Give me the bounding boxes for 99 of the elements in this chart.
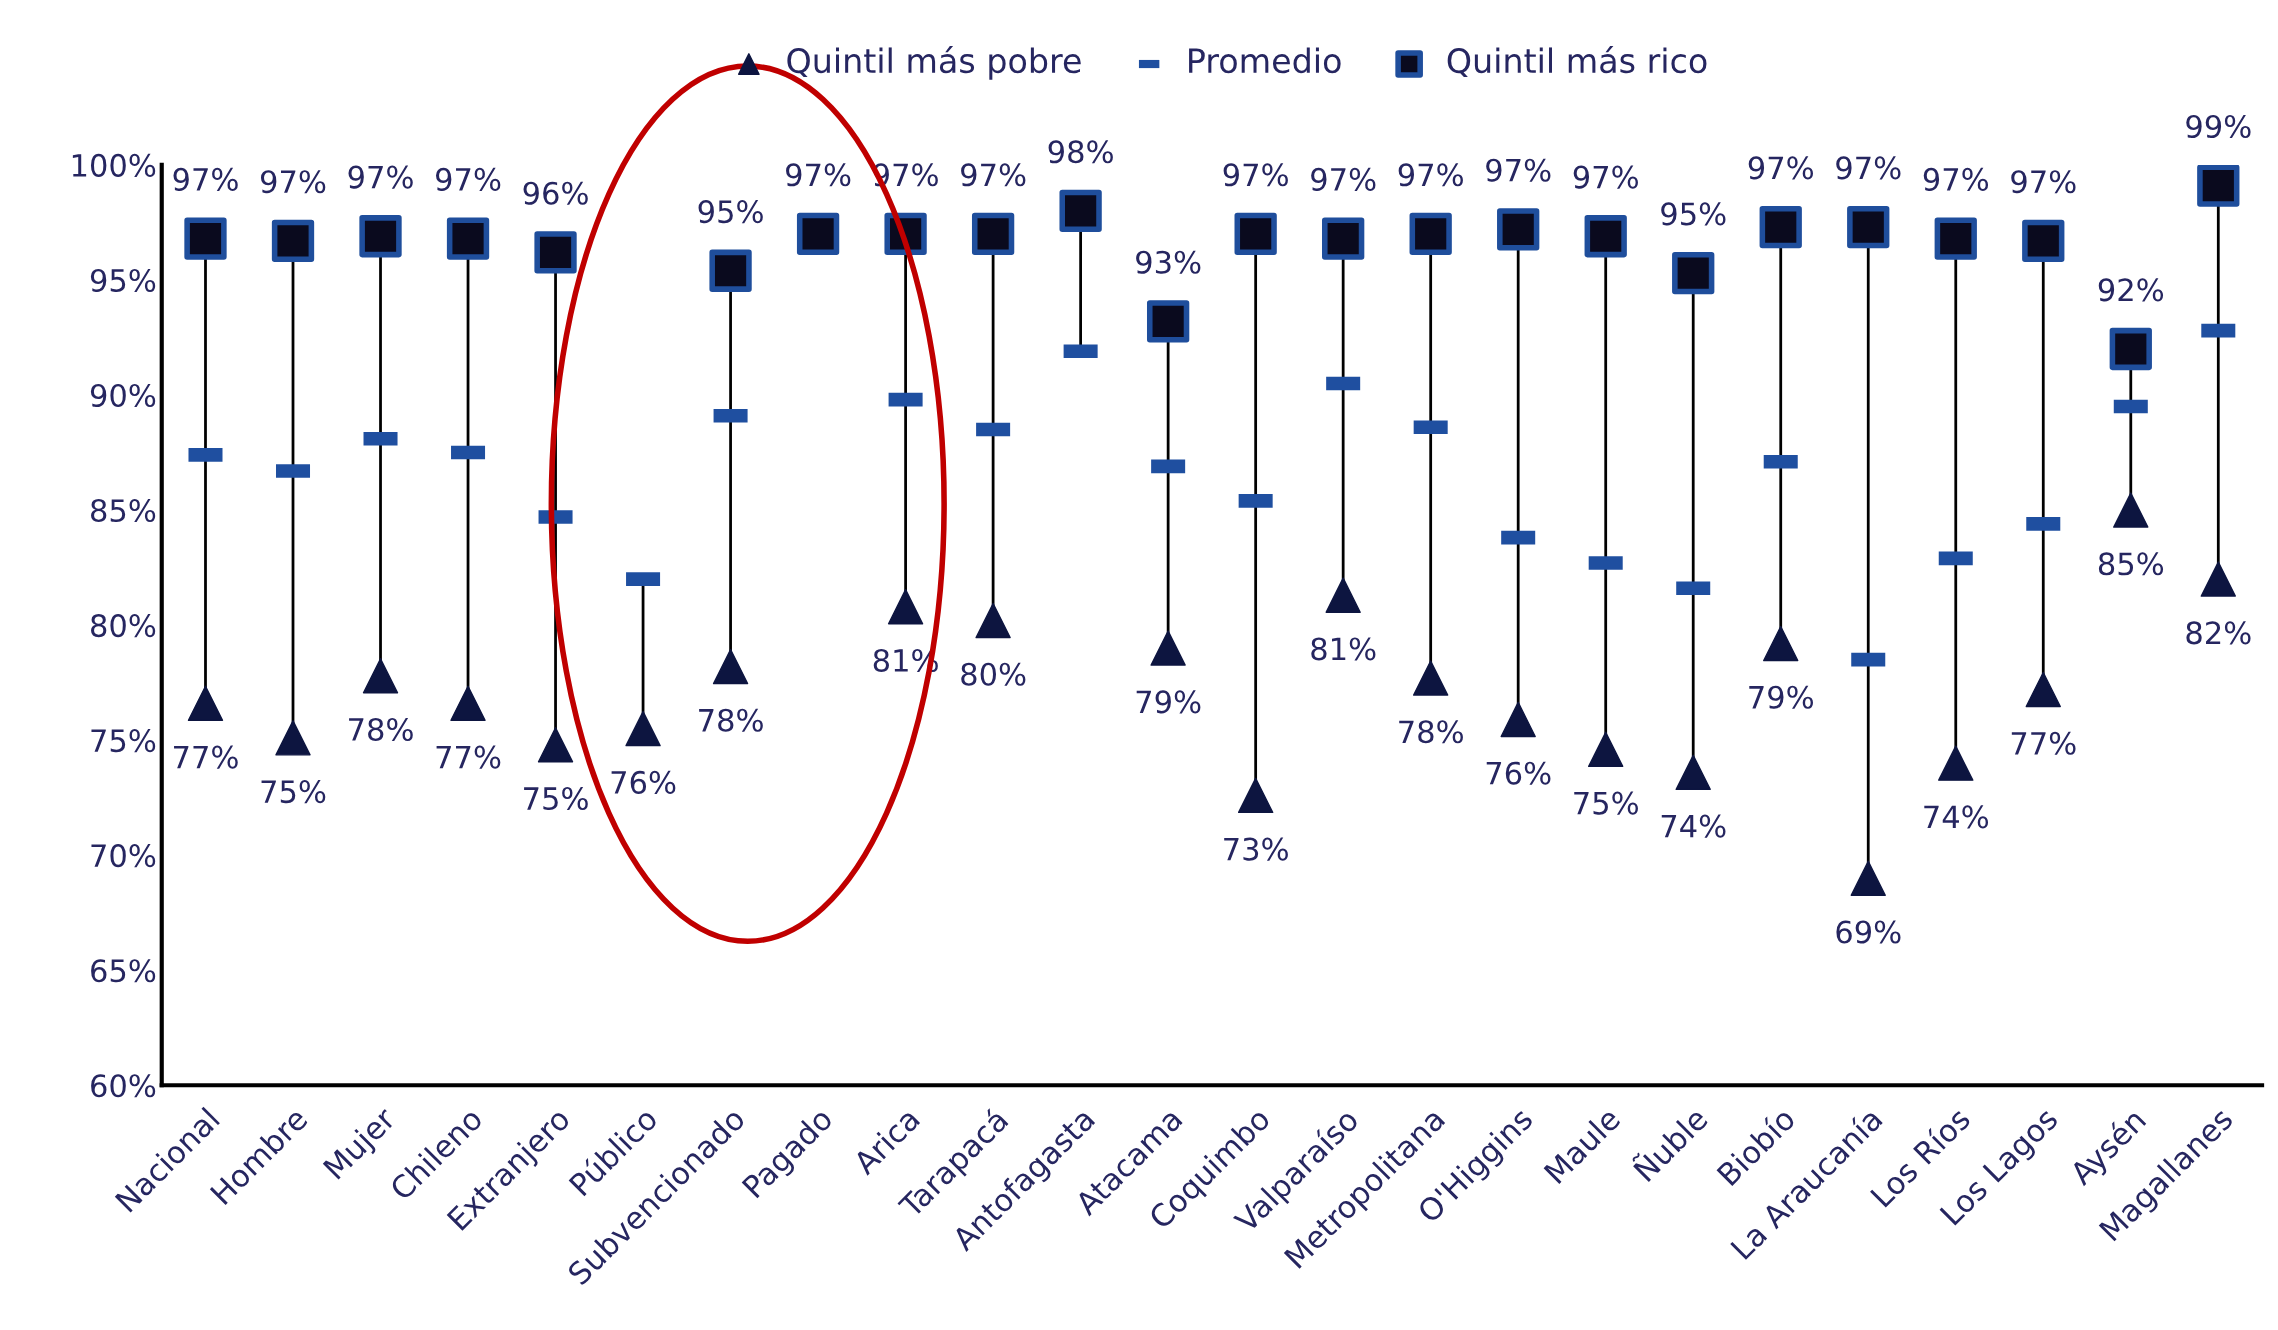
data-label: 78% [699,708,763,732]
point [1934,217,1977,260]
data-label: 97% [786,163,851,187]
data-label: 78% [349,717,413,742]
data-label: 97% [1573,165,1638,189]
point [1584,215,1627,258]
data-label: 97% [961,163,1026,187]
data-label: 97% [1486,158,1551,182]
point [712,648,749,685]
point [450,685,486,722]
legend-label: Quintil más rico [1447,46,1707,78]
point [537,727,574,763]
data-label: 75% [261,780,326,804]
data-label: 81% [1311,637,1376,661]
y-tick-label: 90% [90,383,156,408]
point [1497,208,1540,251]
point [1763,625,1799,662]
point [1322,217,1365,260]
point [2025,671,2061,708]
data-label: 97% [1836,156,1901,180]
data-label: 79% [1749,685,1813,709]
data-label: 95% [698,200,763,224]
data-label: 97% [1748,156,1813,180]
point [2197,164,2240,207]
data-label: 76% [1486,761,1551,785]
point [1409,212,1452,256]
data-label: 76% [611,770,676,794]
data-label: 74% [1924,805,1989,829]
y-tick-label: 85% [91,498,156,523]
point [975,602,1011,639]
data-label: 97% [1311,167,1376,191]
point [446,217,490,260]
data-label: 80% [961,662,1026,686]
point [796,212,840,256]
y-tick-label: 75% [91,729,156,753]
data-label: 74% [1661,814,1726,838]
data-label: 77% [436,745,501,769]
point [1237,777,1274,814]
point [2200,561,2236,597]
data-label: 97% [2011,170,2076,194]
data-label: 97% [348,165,413,189]
data-label: 98% [1048,140,1113,164]
point [709,249,752,292]
data-label: 97% [1398,163,1463,187]
point [1672,251,1715,295]
legend-label: Promedio [1189,47,1341,74]
data-label: 77% [2011,731,2076,755]
y-tick-label: 100% [72,153,156,177]
data-label: 97% [173,167,238,191]
point [359,215,402,258]
point [271,219,315,262]
y-tick-label: 95% [90,268,156,293]
data-label: 99% [2186,114,2251,139]
y-tick-label: 60% [91,1074,156,1098]
data-label: 78% [1399,720,1463,744]
y-tick-label: 70% [91,844,156,868]
point [1150,630,1186,666]
data-label: 75% [1574,791,1638,815]
data-label: 85% [2098,552,2164,576]
point [1938,745,1974,781]
point [2113,492,2149,528]
point [887,588,924,625]
legend-label: Quintil más pobre [787,46,1081,80]
data-label: 79% [1136,690,1201,714]
y-tick-label: 65% [91,959,156,983]
point [1234,212,1277,256]
point [1412,660,1449,696]
data-label: 97% [436,167,501,191]
y-tick-label: 80% [91,614,156,638]
data-label: 97% [260,170,326,194]
point [2109,327,2152,371]
data-label: 69% [1836,920,1901,944]
data-label: 97% [1223,163,1288,187]
point [187,685,224,722]
data-label: 92% [2098,278,2164,302]
data-label: 77% [174,745,238,769]
point [1059,189,1102,233]
point [1325,577,1361,613]
data-label: 95% [1661,202,1726,226]
point [1500,701,1536,738]
data-label: 73% [1224,837,1288,861]
point [1588,731,1624,768]
data-label: 96% [523,181,588,205]
point [534,231,577,274]
point [1847,205,1890,249]
point [1675,754,1711,791]
point [1850,860,1886,896]
point [2022,219,2065,262]
data-label: 82% [2186,621,2251,645]
point [1146,300,1190,343]
point [275,720,311,756]
data-label: 97% [1923,167,1989,191]
point [625,710,661,747]
point [971,212,1015,256]
point [184,217,227,260]
data-label: 93% [1136,250,1201,274]
data-label: 75% [524,786,588,811]
point [362,658,399,694]
point [1759,205,1802,249]
